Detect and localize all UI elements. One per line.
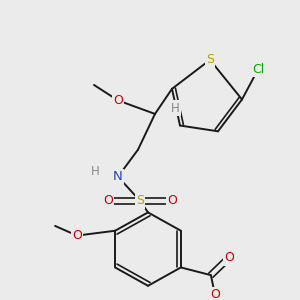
Text: O: O (167, 194, 177, 207)
Text: S: S (136, 194, 144, 207)
Text: O: O (210, 288, 220, 300)
Text: Cl: Cl (252, 63, 264, 76)
Text: H: H (91, 165, 99, 178)
Text: H: H (171, 102, 179, 115)
Text: O: O (103, 194, 113, 207)
Text: O: O (72, 229, 82, 242)
Text: O: O (224, 251, 234, 264)
Text: N: N (113, 170, 123, 183)
Text: O: O (113, 94, 123, 107)
Text: S: S (206, 53, 214, 66)
